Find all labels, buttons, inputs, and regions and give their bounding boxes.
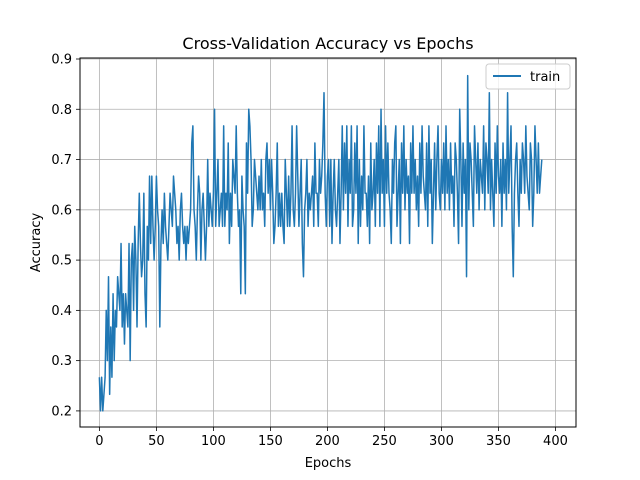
x-tick-label: 300 [429,434,454,449]
axes-frame [79,57,577,428]
legend: train [485,63,571,90]
x-tick-label: 250 [372,434,397,449]
y-tick-label: 0.8 [51,103,72,118]
x-tick-label: 50 [148,434,165,449]
y-tick-label: 0.4 [51,304,72,319]
y-axis-title: Accuracy [29,213,44,273]
x-tick-label: 400 [543,434,568,449]
y-tick-label: 0.6 [51,203,72,218]
y-tick-label: 0.2 [51,404,72,419]
x-axis-title: Epochs [305,456,352,471]
x-tick-label: 150 [258,434,283,449]
chart-title: Cross-Validation Accuracy vs Epochs [182,34,473,53]
y-tick-label: 0.7 [51,153,72,168]
legend-label: train [530,70,560,85]
x-tick-label: 350 [486,434,511,449]
legend-box [485,63,571,90]
x-tick-label: 100 [201,434,226,449]
x-tick-label: 0 [95,434,103,449]
y-tick-label: 0.5 [51,254,72,269]
series-line-train [98,74,543,412]
x-tick-label: 200 [315,434,340,449]
y-tick-label: 0.3 [51,354,72,369]
ticks: 0 50 100 150 200 250 300 350 400 0.2 0.3 0.4 0.5 0.6 0… [51,53,568,449]
series-layer [98,74,543,412]
y-tick-label: 0.9 [51,53,72,68]
